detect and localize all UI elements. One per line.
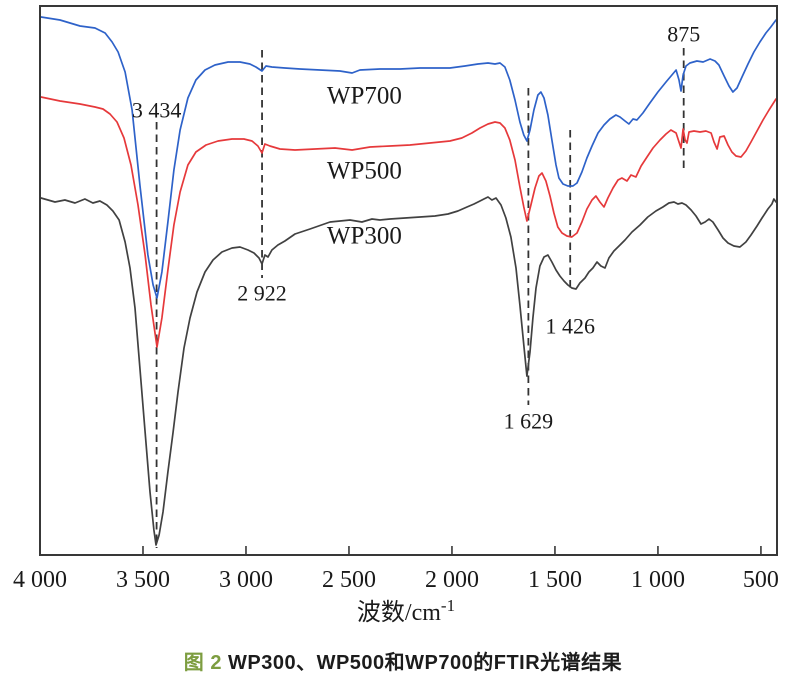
series-label-wp300: WP300: [327, 223, 402, 250]
series-curve-wp300: [40, 196, 777, 546]
caption-figure-label: 图 2: [183, 652, 222, 674]
peak-label-2922: 2 922: [237, 281, 287, 306]
x-tick-label-3500: 3 500: [116, 567, 170, 593]
x-tick-label-500: 500: [743, 567, 779, 593]
peak-label-875: 875: [667, 22, 700, 47]
series-label-wp700: WP700: [327, 83, 402, 110]
series-curve-wp700: [40, 16, 777, 299]
plot-frame: [39, 5, 778, 556]
peak-label-1426: 1 426: [545, 314, 595, 339]
series-label-wp500: WP500: [327, 158, 402, 185]
peak-label-3434: 3 434: [132, 98, 182, 123]
x-tick-label-2000: 2 000: [425, 567, 479, 593]
series-curve-wp500: [40, 96, 777, 348]
x-tick-label-1500: 1 500: [528, 567, 582, 593]
caption-text: WP300、WP500和WP700的FTIR光谱结果: [227, 652, 623, 674]
x-tick-label-4000: 4 000: [13, 567, 67, 593]
x-axis-label: 波数/cm-1: [357, 596, 455, 626]
ftir-chart: 4 000 3 500 3 000 2 500 2 000 1 500 1 000 500 3 …: [13, 5, 779, 626]
figure-caption: 图 2 WP300、WP500和WP700的FTIR光谱结果: [0, 646, 806, 675]
x-tick-label-2500: 2 500: [322, 567, 376, 593]
peak-label-1629: 1 629: [504, 409, 554, 434]
x-tick-label-1000: 1 000: [631, 567, 685, 593]
x-tick-label-3000: 3 000: [219, 567, 273, 593]
x-axis-label-superscript: -1: [441, 596, 455, 615]
x-axis-label-main: 波数/cm: [357, 599, 441, 626]
